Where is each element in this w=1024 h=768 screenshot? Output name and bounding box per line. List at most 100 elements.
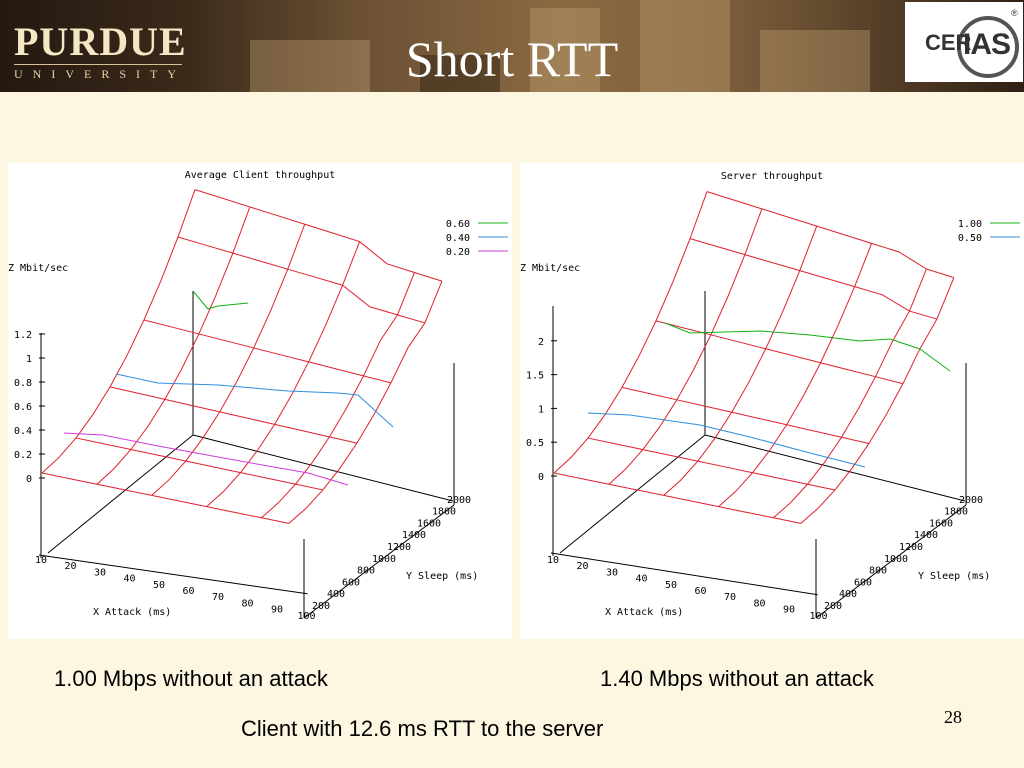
legend-label: 0.20 [446, 247, 470, 258]
z-tick-label: 0.8 [14, 378, 32, 389]
z-tick-label: 1.2 [14, 330, 32, 341]
surface-mesh-line [177, 236, 426, 324]
purdue-logo: PURDUE UNIVERSITY [14, 22, 187, 81]
y-axis-label: Y Sleep (ms) [406, 571, 478, 582]
purdue-logo-sub: UNIVERSITY [14, 67, 186, 81]
back-floor-edge [192, 434, 454, 502]
purdue-logo-rule [14, 64, 182, 65]
slide-header: PURDUE UNIVERSITY Short RTT CER IAS ® [0, 0, 1024, 92]
y-tick-label: 600 [342, 577, 360, 588]
surface-mesh-line [288, 280, 443, 524]
y-tick-label: 1400 [914, 530, 938, 541]
surface-mesh-line [587, 437, 836, 491]
z-tick-label: 0 [538, 472, 544, 483]
cerias-logo: CER IAS ® [905, 2, 1023, 82]
y-tick-label: 1800 [432, 507, 456, 518]
y-axis-line [303, 504, 455, 619]
campus-photo-building [760, 30, 870, 92]
x-tick-label: 20 [64, 561, 76, 572]
x-tick-label: 40 [123, 574, 135, 585]
x-tick-label: 70 [724, 592, 736, 603]
y-tick-label: 1600 [929, 518, 953, 529]
bottom-caption: Client with 12.6 ms RTT to the server [241, 716, 604, 741]
campus-photo-building [250, 40, 370, 92]
x-tick-label: 90 [271, 605, 283, 616]
contour-line-0-20 [63, 432, 349, 486]
z-tick-label: 0 [26, 474, 32, 485]
left-caption: 1.00 Mbps without an attack [54, 666, 328, 691]
contour-line-0-50 [587, 412, 866, 468]
y-axis-label: Y Sleep (ms) [918, 571, 990, 582]
surface-mesh-line [151, 224, 306, 496]
cerias-logo-ias: IAS [963, 28, 1011, 61]
legend-label: 0.40 [446, 233, 470, 244]
slide-title: Short RTT [405, 31, 619, 87]
surface-mesh-line [261, 272, 415, 519]
y-tick-label: 2000 [447, 495, 471, 506]
surface-mesh-line [706, 191, 955, 279]
z-tick-label: 0.6 [14, 402, 32, 413]
right-caption: 1.40 Mbps without an attack [600, 666, 874, 691]
y-tick-label: 1800 [944, 507, 968, 518]
x-tick-label: 30 [94, 567, 106, 578]
campus-photo-shadow [420, 55, 500, 92]
x-tick-label: 50 [153, 580, 165, 591]
contour-line-0-40 [115, 373, 394, 428]
y-tick-label: 600 [854, 577, 872, 588]
x-tick-label: 10 [547, 555, 559, 566]
surface-mesh-line [663, 225, 818, 496]
z-tick-label: 0.2 [14, 450, 32, 461]
cerias-logo-ring [957, 16, 1019, 78]
z-tick-label: 1 [538, 404, 544, 415]
server-throughput-plot: Server throughput Z Mbit/sec 1.00 0.50 0 0.5 1… [520, 171, 1020, 622]
server-throughput-chart: Server throughput Z Mbit/sec 1.00 0.50 0 0.5 1… [520, 163, 1024, 639]
x-tick-label: 80 [753, 598, 765, 609]
legend-label: 0.50 [958, 233, 982, 244]
y-tick-label: 1000 [884, 554, 908, 565]
registered-mark-icon: ® [1011, 8, 1018, 18]
surface-mesh-line [553, 472, 802, 524]
y-tick-label: 2000 [959, 495, 983, 506]
y-tick-label: 1200 [387, 542, 411, 553]
legend-label: 1.00 [958, 219, 982, 230]
surface-mesh-line [206, 241, 361, 507]
purdue-logo-name: PURDUE [14, 19, 187, 64]
x-tick-label: 100 [809, 611, 827, 622]
y-tick-label: 400 [839, 589, 857, 600]
z-tick-label: 0.5 [526, 438, 544, 449]
back-floor-edge [559, 434, 706, 554]
surface-mesh-line [143, 319, 392, 384]
contour-line-0-60 [192, 290, 249, 310]
y-tick-label: 1000 [372, 554, 396, 565]
surface-mesh-line [718, 243, 873, 507]
surface-mesh-line [41, 189, 196, 474]
y-tick-label: 800 [357, 566, 375, 577]
y-tick-label: 1200 [899, 542, 923, 553]
surface-mesh-line [621, 386, 870, 444]
x-tick-label: 30 [606, 567, 618, 578]
y-tick-label: 400 [327, 589, 345, 600]
surface-mesh-line [655, 320, 904, 385]
z-axis-label: Z Mbit/sec [520, 263, 580, 274]
z-tick-label: 1.5 [526, 371, 544, 382]
surface-mesh-line [75, 437, 324, 491]
surface-mesh-line [553, 191, 708, 474]
campus-photo-building [640, 0, 730, 92]
x-axis-line [38, 554, 308, 595]
page-number: 28 [944, 707, 962, 727]
x-tick-label: 70 [212, 592, 224, 603]
surface-mesh-line [194, 189, 443, 282]
surface-mesh-line [608, 208, 763, 485]
surface-mesh-line [773, 268, 927, 519]
surface-mesh-line [800, 277, 955, 524]
surface-mesh-line [109, 386, 358, 444]
client-throughput-chart: Average Client throughput Z Mbit/sec 0.60 0… [8, 163, 512, 639]
back-floor-edge [47, 434, 194, 554]
legend-label: 0.60 [446, 219, 470, 230]
chart-title: Average Client throughput [185, 170, 336, 181]
contour-line-1-00 [664, 322, 951, 372]
surface-mesh-line [41, 472, 290, 524]
z-tick-label: 0.4 [14, 426, 32, 437]
x-tick-label: 60 [182, 586, 194, 597]
